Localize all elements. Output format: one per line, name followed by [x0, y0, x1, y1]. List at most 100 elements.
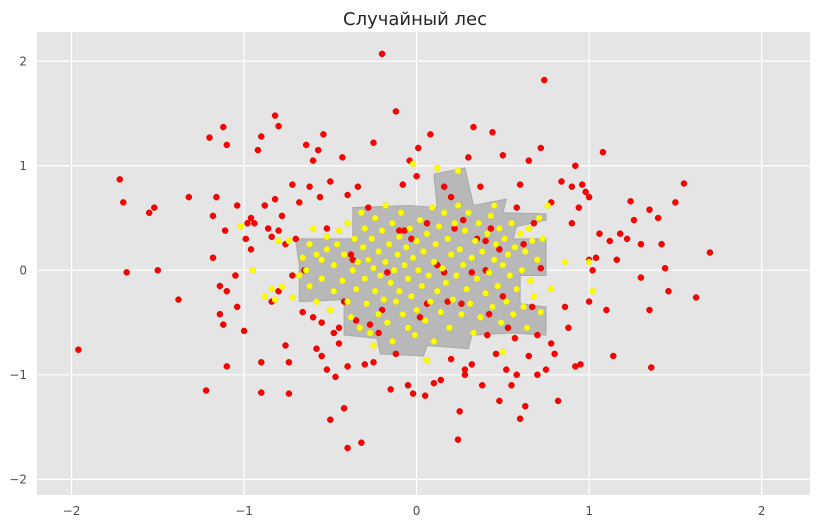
point-1-110: [477, 314, 484, 321]
point-1-91: [444, 235, 451, 243]
point-0-206: [706, 249, 714, 256]
point-0-8: [185, 193, 193, 201]
point-0-188: [610, 352, 617, 360]
point-0-118: [447, 355, 455, 363]
point-1-73: [415, 267, 422, 274]
point-1-78: [423, 230, 431, 237]
data-points: [75, 50, 714, 452]
point-0-50: [289, 272, 296, 279]
point-1-16: [323, 233, 331, 241]
point-0-191: [623, 235, 631, 243]
point-1-136: [525, 225, 533, 232]
point-0-82: [354, 183, 362, 190]
point-0-76: [344, 363, 351, 370]
point-1-102: [463, 285, 470, 293]
point-1-24: [340, 251, 348, 258]
point-1-125: [504, 251, 512, 258]
point-0-145: [504, 324, 512, 332]
point-0-189: [613, 256, 621, 264]
point-1-28: [349, 267, 357, 274]
point-1-11: [309, 225, 317, 232]
point-0-34: [258, 389, 265, 396]
point-0-107: [421, 392, 429, 399]
x-tick-label-4: 2: [758, 504, 766, 518]
point-0-195: [637, 274, 645, 281]
point-0-13: [213, 193, 220, 201]
point-1-132: [518, 267, 526, 274]
point-0-113: [437, 376, 445, 384]
point-1-60: [396, 287, 403, 295]
point-0-56: [306, 183, 313, 190]
point-0-149: [513, 371, 520, 379]
point-1-18: [327, 306, 334, 314]
point-1-147: [490, 202, 498, 209]
point-1-138: [528, 237, 536, 245]
point-0-167: [554, 397, 562, 405]
point-0-81: [352, 317, 360, 324]
point-1-92: [446, 324, 453, 332]
point-1-154: [237, 223, 244, 230]
point-1-71: [413, 237, 420, 245]
point-0-117: [447, 193, 455, 201]
point-1-66: [404, 324, 412, 332]
point-1-141: [535, 214, 543, 222]
point-1-143: [539, 235, 546, 243]
point-0-36: [264, 225, 272, 232]
point-0-100: [404, 382, 412, 389]
point-1-146: [409, 160, 417, 167]
point-1-12: [313, 298, 320, 305]
point-1-83: [430, 338, 438, 345]
point-0-139: [492, 350, 500, 358]
point-0-35: [261, 202, 269, 209]
point-0-12: [209, 212, 217, 220]
y-tick-label-3: 1: [19, 159, 27, 173]
point-0-47: [285, 359, 293, 366]
point-0-6: [154, 267, 162, 274]
point-0-125: [461, 366, 469, 373]
point-1-139: [530, 293, 538, 300]
point-0-176: [577, 361, 584, 368]
point-0-181: [585, 193, 593, 201]
point-1-111: [478, 248, 486, 255]
point-0-197: [646, 306, 653, 314]
point-0-90: [375, 329, 382, 337]
point-0-68: [327, 178, 334, 185]
point-0-109: [423, 220, 431, 227]
point-0-55: [302, 141, 310, 149]
point-1-103: [465, 209, 472, 217]
point-1-6: [296, 272, 303, 279]
point-0-147: [511, 334, 519, 342]
point-1-45: [375, 248, 382, 255]
point-1-67: [406, 225, 413, 232]
point-1-144: [434, 164, 441, 172]
point-0-18: [221, 227, 229, 234]
point-1-156: [423, 356, 431, 364]
point-1-8: [302, 267, 310, 274]
point-0-144: [503, 366, 510, 373]
y-tick-label-2: 0: [19, 263, 27, 277]
point-0-158: [534, 331, 541, 339]
point-0-24: [233, 202, 241, 209]
point-0-193: [630, 216, 638, 224]
point-0-204: [680, 180, 688, 187]
point-0-52: [296, 199, 303, 206]
point-1-61: [397, 209, 405, 217]
point-0-140: [496, 397, 503, 405]
point-1-123: [501, 235, 508, 243]
point-0-0: [75, 346, 82, 353]
point-0-123: [459, 216, 467, 224]
point-1-115: [487, 212, 495, 220]
point-1-106: [470, 329, 477, 337]
point-0-148: [513, 204, 520, 211]
point-1-142: [537, 308, 545, 316]
point-0-106: [416, 314, 424, 321]
point-1-79: [425, 272, 432, 279]
point-0-23: [233, 303, 241, 311]
point-0-43: [275, 287, 282, 295]
point-0-53: [299, 308, 306, 316]
point-1-116: [489, 303, 496, 311]
point-0-51: [292, 235, 300, 243]
point-0-49: [289, 181, 296, 188]
point-0-161: [537, 144, 545, 152]
point-0-196: [646, 206, 653, 213]
